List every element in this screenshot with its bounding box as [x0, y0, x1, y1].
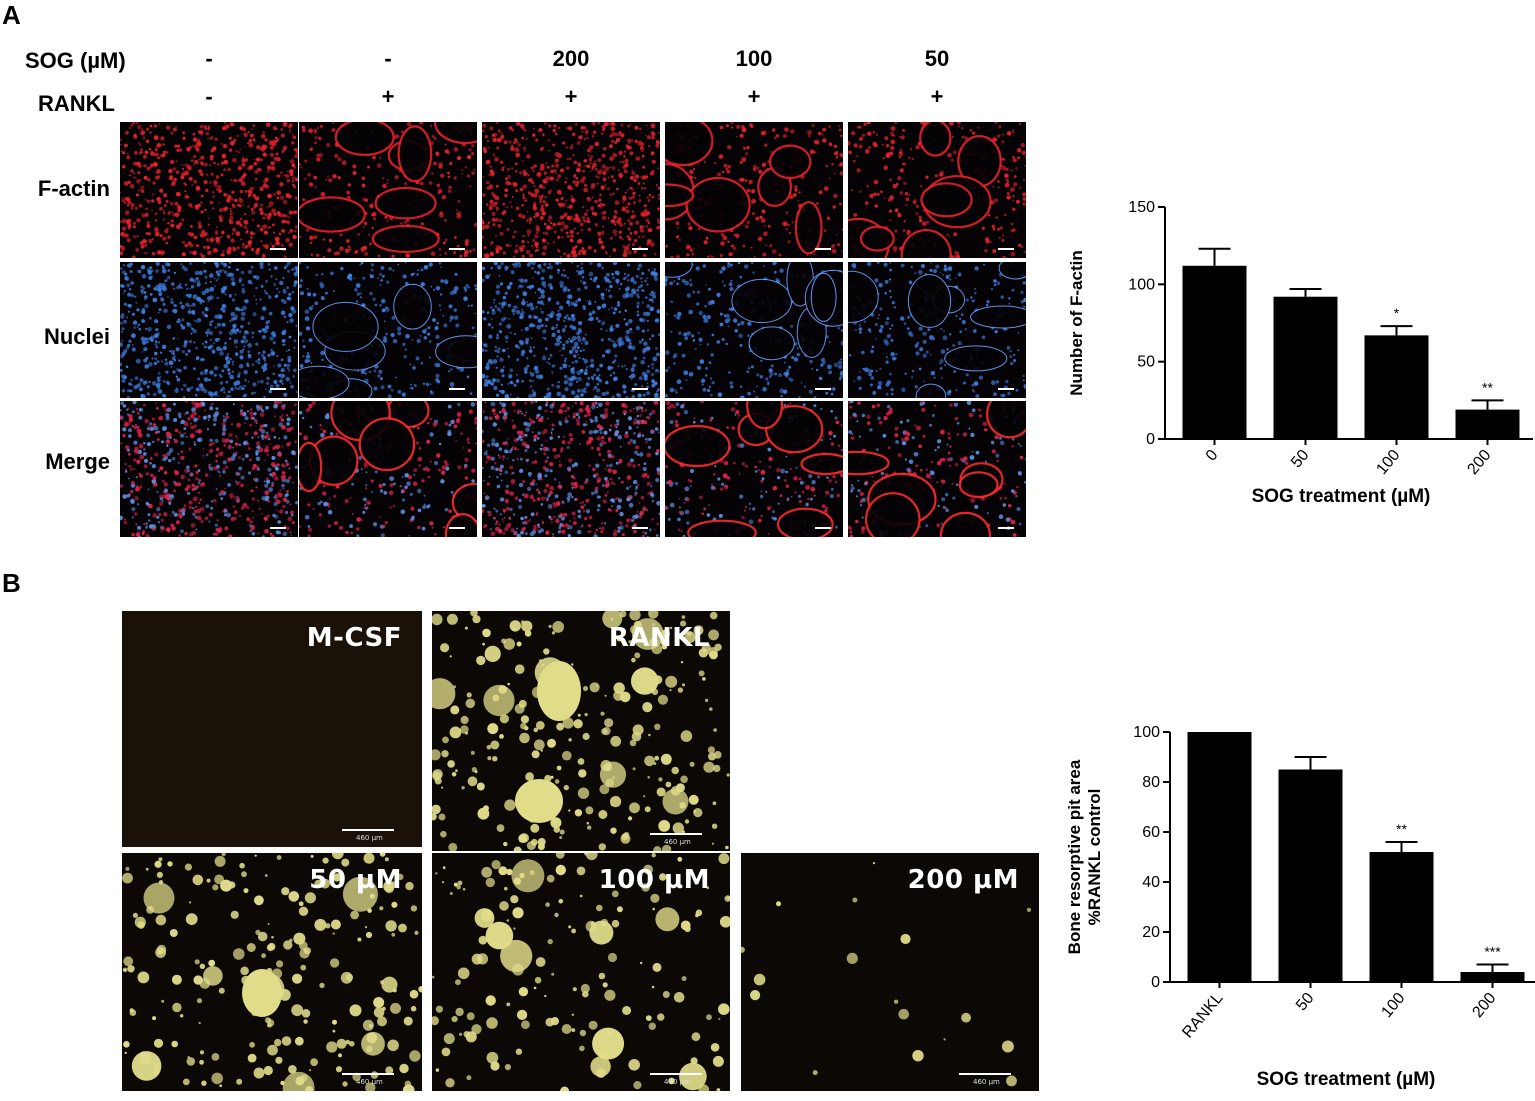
x-axis-label: SOG treatment (µM): [1252, 486, 1431, 507]
y-tick-label: 150: [1128, 199, 1155, 216]
panel-b-letter: B: [2, 568, 21, 598]
y-tick-label: 50: [1137, 354, 1155, 371]
y-axis-label: Number of F-actin: [1067, 250, 1086, 395]
x-tick-label: 200: [1469, 990, 1499, 1021]
y-tick-label: 80: [1142, 774, 1160, 791]
pit-tile-label-1: RANKL: [608, 623, 710, 653]
tile-merge-2: [482, 401, 660, 537]
pit-tile-label-2: 50 µM: [309, 865, 402, 895]
scale-bar: [959, 1073, 1011, 1075]
y-tick-label: 0: [1151, 974, 1160, 991]
rankl-label: RANKL: [38, 91, 115, 116]
tile-nuclei-4: [848, 262, 1026, 398]
tile-factin-3: [665, 122, 843, 258]
tile-merge-3: [665, 401, 843, 537]
tile-factin-1: [299, 122, 477, 258]
bar: [1273, 296, 1338, 439]
y-tick-label: 40: [1142, 874, 1160, 891]
tile-factin-4: [848, 122, 1026, 258]
rankl-value-0: -: [205, 84, 213, 109]
significance-label: **: [1396, 821, 1407, 837]
tile-nuclei-0: [120, 262, 298, 398]
x-tick-label: 100: [1373, 447, 1403, 478]
scale-bar: [650, 833, 702, 835]
rankl-value-1: +: [381, 84, 395, 109]
x-axis-label: SOG treatment (µM): [1257, 1069, 1436, 1090]
pit-tile-3: 460 µm 100 µM: [432, 853, 730, 1091]
panel-a-letter: A: [2, 0, 21, 30]
significance-label: **: [1482, 379, 1493, 395]
bar: [1278, 769, 1343, 982]
y-tick-label: 60: [1142, 824, 1160, 841]
sog-value-3: 100: [735, 46, 773, 71]
tile-factin-0: [120, 122, 298, 258]
x-tick-label: 100: [1378, 990, 1408, 1021]
significance-label: ***: [1484, 944, 1501, 960]
x-tick-label: 50: [1288, 447, 1313, 472]
sog-label: SOG (µM): [25, 48, 126, 73]
bar: [1182, 265, 1247, 439]
sog-value-4: 50: [924, 46, 950, 71]
y-tick-label: 100: [1128, 276, 1155, 293]
y-axis-label-line: Bone resorptive pit area: [1065, 759, 1084, 954]
rankl-value-2: +: [564, 84, 578, 109]
sog-value-1: -: [384, 46, 392, 71]
x-tick-label: 200: [1464, 447, 1494, 478]
tile-factin-2: [482, 122, 660, 258]
sog-value-0: -: [205, 46, 213, 71]
pit-tile-label-4: 200 µM: [907, 865, 1019, 895]
sog-value-2: 200: [552, 46, 590, 71]
pit-tile-label-3: 100 µM: [598, 865, 710, 895]
scale-text: 460 µm: [356, 834, 383, 842]
scale-text: 460 µm: [356, 1078, 383, 1086]
scale-bar: [342, 1073, 394, 1075]
chart-factin: 0 50 100 150 0 50 * 100 ** 200 SOG treatment (µM) N…: [1060, 190, 1535, 525]
pit-tile-2: 460 µm 50 µM: [122, 853, 422, 1091]
pit-tile-4: 460 µm 200 µM: [741, 853, 1039, 1091]
row-label-merge: Merge: [45, 449, 110, 474]
row-label-nuclei: Nuclei: [43, 324, 110, 349]
tile-merge-1: [299, 401, 477, 537]
y-axis-label-line: %RANKL control: [1085, 789, 1104, 926]
tile-merge-4: [848, 401, 1026, 537]
chart-pit-area: 0 20 40 60 80 100 RANKL 50 ** 100 *** 200 SOG treatm…: [1060, 715, 1535, 1100]
scale-bar: [650, 1073, 702, 1075]
pit-tile-1: 460 µm RANKL: [432, 611, 730, 851]
rankl-value-4: +: [930, 84, 944, 109]
tile-merge-0: [120, 401, 298, 537]
y-tick-label: 100: [1133, 724, 1160, 741]
x-tick-label: 0: [1203, 447, 1222, 465]
y-tick-label: 0: [1146, 431, 1155, 448]
bar: [1364, 335, 1429, 439]
tile-nuclei-3: [665, 262, 843, 398]
scale-bar: [342, 829, 394, 831]
rankl-value-3: +: [747, 84, 761, 109]
row-label-factin: F-actin: [37, 176, 110, 201]
scale-text: 460 µm: [664, 1078, 691, 1086]
scale-text: 460 µm: [664, 838, 691, 846]
bar: [1369, 852, 1434, 982]
bar: [1455, 409, 1520, 439]
bar: [1187, 732, 1252, 982]
x-tick-label: RANKL: [1179, 990, 1226, 1042]
tile-nuclei-2: [482, 262, 660, 398]
y-tick-label: 20: [1142, 924, 1160, 941]
pit-tile-label-0: M-CSF: [306, 623, 402, 653]
tile-nuclei-1: [299, 262, 477, 398]
pit-tile-0: 460 µm M-CSF: [122, 611, 422, 847]
bar: [1460, 972, 1525, 982]
x-tick-label: 50: [1293, 990, 1318, 1015]
scale-text: 460 µm: [973, 1078, 1000, 1086]
significance-label: *: [1394, 305, 1400, 321]
